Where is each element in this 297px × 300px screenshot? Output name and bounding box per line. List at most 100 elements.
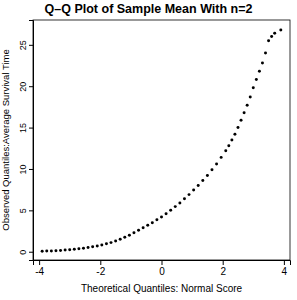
point [240, 119, 243, 122]
point [155, 218, 158, 221]
point [236, 126, 239, 129]
point [192, 189, 195, 192]
point [258, 70, 261, 73]
point [210, 168, 213, 171]
x-tick: -4 [35, 260, 44, 277]
y-tick: 5 [18, 208, 33, 213]
point [142, 226, 145, 229]
point [183, 197, 186, 200]
x-axis-title: Theoretical Quantiles: Normal Score [81, 283, 243, 294]
x-tick-mark [284, 260, 285, 265]
y-tick-mark [29, 45, 33, 46]
point [188, 193, 191, 196]
point [54, 249, 57, 252]
point [77, 247, 80, 250]
point [255, 78, 258, 81]
point [68, 248, 71, 251]
x-tick-label: -4 [35, 266, 44, 277]
point [270, 35, 273, 38]
point [206, 174, 209, 177]
point [197, 184, 200, 187]
y-tick-label: 25 [18, 40, 28, 50]
point [249, 95, 252, 98]
y-axis-line [29, 21, 34, 261]
point [87, 246, 90, 249]
point [146, 224, 149, 227]
x-tick-mark [100, 260, 101, 265]
y-tick-mark [29, 86, 33, 87]
y-tick-label: 15 [18, 123, 28, 133]
y-tick: 25 [18, 40, 33, 50]
y-tick-label: 20 [18, 82, 28, 92]
point [151, 221, 154, 224]
point [224, 149, 227, 152]
title: Q–Q Plot of Sample Mean With n=2 [45, 2, 253, 16]
y-tick-label: 0 [18, 250, 28, 255]
point [227, 144, 230, 147]
point [261, 62, 264, 65]
point [128, 234, 131, 237]
x-tick-mark [223, 260, 224, 265]
point [45, 250, 48, 253]
point [201, 179, 204, 182]
point [137, 229, 140, 232]
point [96, 244, 99, 247]
point [73, 248, 76, 251]
x-tick-label: -2 [96, 266, 105, 277]
x-tick-label: 4 [282, 266, 288, 277]
point [110, 241, 113, 244]
y-tick-label: 5 [18, 208, 28, 213]
y-tick: 20 [18, 82, 33, 92]
point [279, 28, 282, 31]
y-tick-mark [29, 169, 33, 170]
point [178, 201, 181, 204]
x-tick: 0 [159, 260, 165, 277]
point [119, 238, 122, 241]
point [267, 39, 270, 42]
chart: -4 -2 0 2 4 0 5 10 15 20 25 Q–Q Plot of Sample Mean… [0, 0, 297, 300]
point [100, 243, 103, 246]
x-tick-mark [39, 260, 40, 265]
point [169, 209, 172, 212]
x-tick: -2 [96, 260, 105, 277]
point [243, 111, 246, 114]
point [230, 139, 233, 142]
point [82, 247, 85, 250]
point [273, 32, 276, 35]
point [160, 215, 163, 218]
point [91, 245, 94, 248]
point [123, 236, 126, 239]
point [132, 231, 135, 234]
point [215, 163, 218, 166]
points [41, 28, 283, 252]
y-axis: 0 5 10 15 20 25 [18, 21, 34, 261]
y-axis-title: Observed Quantiles:Average Survival Time [0, 49, 11, 230]
point [165, 212, 168, 215]
x-tick: 4 [282, 260, 288, 277]
plot-frame [33, 20, 290, 260]
y-tick: 15 [18, 123, 33, 133]
y-tick: 0 [18, 250, 33, 255]
x-axis-line [34, 261, 291, 266]
point [174, 205, 177, 208]
y-tick-label: 10 [18, 164, 28, 174]
point [220, 156, 223, 159]
point [246, 104, 249, 107]
x-tick-label: 2 [220, 266, 226, 277]
point [105, 242, 108, 245]
x-tick-mark [162, 260, 163, 265]
x-tick-label: 0 [159, 266, 165, 277]
point [64, 249, 67, 252]
point [50, 249, 53, 252]
y-tick: 10 [18, 164, 33, 174]
y-tick-mark [29, 128, 33, 129]
point [252, 86, 255, 89]
point [114, 239, 117, 242]
y-tick-mark [29, 210, 33, 211]
point [264, 52, 267, 55]
point [41, 250, 44, 253]
x-tick: 2 [220, 260, 226, 277]
point [233, 133, 236, 136]
x-axis: -4 -2 0 2 4 [34, 260, 291, 277]
point [59, 249, 62, 252]
